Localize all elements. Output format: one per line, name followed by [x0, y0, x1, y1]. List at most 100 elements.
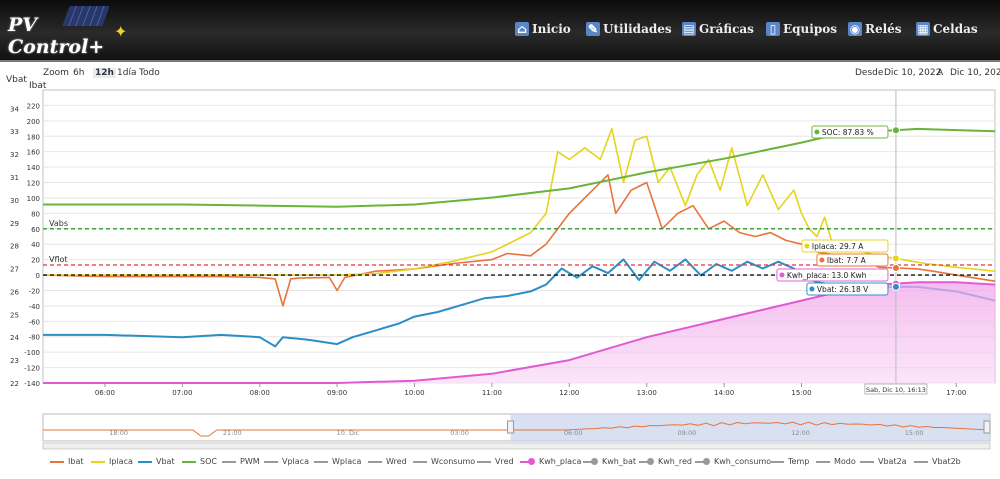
- navigator-label: 03:00: [450, 429, 469, 437]
- legend-label: Vbat2a: [878, 457, 907, 466]
- legend-marker: [591, 458, 598, 465]
- legend-item-ibat[interactable]: Ibat: [50, 457, 83, 466]
- legend-item-wconsumo[interactable]: Wconsumo: [413, 457, 475, 466]
- legend-item-vbat[interactable]: Vbat: [138, 457, 175, 466]
- device-icon: ▯: [766, 22, 780, 36]
- legend-item-vbat2a[interactable]: Vbat2a: [860, 457, 907, 466]
- legend-item-kwh-consumo[interactable]: Kwh_consumo: [695, 457, 771, 466]
- tooltip-marker-iplaca: [891, 254, 900, 263]
- legend-item-vred[interactable]: Vred: [477, 457, 514, 466]
- ibat-tick-label: 100: [27, 195, 40, 203]
- legend-label: Kwh_placa: [539, 457, 582, 466]
- vbat-tick-label: 24: [10, 334, 19, 342]
- zoom-all-button[interactable]: Todo: [139, 68, 160, 78]
- legend-label: Wplaca: [332, 457, 362, 466]
- legend-item-iplaca[interactable]: Iplaca: [91, 457, 133, 466]
- zoom-1dia-button[interactable]: 1día: [117, 68, 137, 78]
- legend-swatch: [182, 460, 196, 463]
- nav-device[interactable]: ▯ Equipos: [766, 22, 837, 36]
- legend-label: Temp: [788, 457, 810, 466]
- ibat-axis-title: Ibat: [29, 81, 47, 91]
- ibat-tick-label: 220: [27, 102, 40, 110]
- legend-swatch: [50, 460, 64, 463]
- x-tick-label: 17:00: [946, 389, 966, 397]
- ibat-tick-label: -100: [24, 349, 40, 357]
- tooltip-dot: [814, 129, 820, 135]
- legend-swatch: [860, 460, 874, 463]
- vbat-tick-label: 27: [10, 266, 19, 274]
- pv-control-logo[interactable]: ✦ PV Control+: [8, 4, 128, 58]
- x-tick-label: 10:00: [404, 389, 424, 397]
- tooltip-dot: [809, 286, 815, 292]
- tooltip-label-kwh-placa: Kwh_placa: 13.0 Kwh: [787, 271, 867, 280]
- tooltip-box: [776, 268, 889, 282]
- legend-label: Kwh_red: [658, 457, 692, 466]
- legend-label: Modo: [834, 457, 856, 466]
- navigator-label: 09:00: [677, 429, 696, 437]
- legend-item-wplaca[interactable]: Wplaca: [314, 457, 361, 466]
- ibat-tick-label: 180: [27, 133, 40, 141]
- legend-marker: [703, 458, 710, 465]
- navigator-label: 21:00: [223, 429, 242, 437]
- legend-label: Vbat2b: [932, 457, 961, 466]
- tooltip-box: [811, 125, 889, 139]
- nav-relay[interactable]: ◉ Relés: [848, 22, 902, 36]
- tooltip-dot: [819, 257, 825, 263]
- legend-item-wred[interactable]: Wred: [368, 457, 407, 466]
- legend-label: Vbat: [156, 457, 175, 466]
- legend-swatch: [138, 460, 152, 463]
- legend-swatch: [770, 460, 784, 463]
- legend-item-vbat2b[interactable]: Vbat2b: [914, 457, 961, 466]
- navigator-left-handle[interactable]: [507, 420, 514, 434]
- vbat-tick-label: 34: [10, 105, 19, 113]
- chart-toolbar: Zoom 6h 12h 1día Todo Desde Dic 10, 2022…: [0, 68, 1000, 82]
- legend-marker: [528, 458, 535, 465]
- vbat-tick-label: 23: [10, 357, 19, 365]
- zoom-6h-button[interactable]: 6h: [73, 68, 85, 78]
- crosshair-label: Sab, Dic 10, 16:13: [866, 386, 926, 394]
- legend-item-modo[interactable]: Modo: [816, 457, 856, 466]
- vbat-tick-label: 28: [10, 243, 19, 251]
- chart-icon: ▤: [682, 22, 696, 36]
- vbat-tick-label: 30: [10, 197, 19, 205]
- legend-item-kwh-red[interactable]: Kwh_red: [639, 457, 692, 466]
- legend-marker: [647, 458, 654, 465]
- legend-swatch: [477, 460, 491, 463]
- x-tick-label: 06:00: [95, 389, 115, 397]
- nav-label: Celdas: [933, 22, 978, 36]
- legend-item-soc[interactable]: SOC: [182, 457, 217, 466]
- nav-home[interactable]: ⌂ Inicio: [515, 22, 571, 36]
- x-tick-label: 13:00: [637, 389, 657, 397]
- legend-label: Wred: [386, 457, 407, 466]
- legend-item-kwh-bat[interactable]: Kwh_bat: [583, 457, 636, 466]
- legend-item-kwh-placa[interactable]: Kwh_placa: [520, 457, 581, 466]
- legend-label: Kwh_consumo: [714, 457, 772, 466]
- navigator-scrollbar[interactable]: [42, 442, 991, 450]
- legend-item-pwm[interactable]: PWM: [222, 457, 260, 466]
- plot-line-label: Vabs: [49, 219, 68, 228]
- from-date-input[interactable]: Dic 10, 2022: [884, 68, 942, 78]
- nav-tools[interactable]: ✎ Utilidades: [586, 22, 672, 36]
- x-tick-label: 12:00: [559, 389, 579, 397]
- ibat-tick-label: -140: [24, 380, 40, 388]
- to-label: A: [937, 68, 944, 78]
- legend-swatch: [914, 460, 928, 463]
- legend-item-vplaca[interactable]: Vplaca: [264, 457, 309, 466]
- nav-chart[interactable]: ▤ Gráficas: [682, 22, 754, 36]
- nav-cells[interactable]: ▦ Celdas: [916, 22, 978, 36]
- tooltip-box: [816, 253, 889, 267]
- ibat-tick-label: 160: [27, 149, 40, 157]
- zoom-12h-button[interactable]: 12h: [93, 68, 116, 78]
- crosshair-label-box: [864, 383, 928, 395]
- navigator-right-handle[interactable]: [983, 420, 991, 434]
- tools-icon: ✎: [586, 22, 600, 36]
- ibat-tick-label: 140: [27, 164, 40, 172]
- to-date-input[interactable]: Dic 10, 2022: [950, 68, 1000, 78]
- ibat-tick-label: 80: [31, 210, 40, 218]
- legend-item-temp[interactable]: Temp: [770, 457, 809, 466]
- tooltip-marker-ibat: [891, 263, 900, 272]
- x-tick-label: 11:00: [482, 389, 502, 397]
- cells-icon: ▦: [916, 22, 930, 36]
- kwh-placa-area: [43, 282, 995, 383]
